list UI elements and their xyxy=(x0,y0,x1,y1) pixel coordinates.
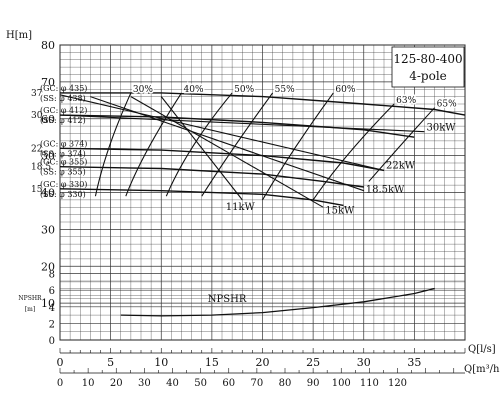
grid xyxy=(59,44,466,374)
head-curve-speed: 30 xyxy=(31,111,43,121)
head-curve-diam-gc: (GC: φ 435) xyxy=(40,84,87,93)
y-tick-label: 40 xyxy=(41,187,55,200)
x-tick-label-m3h: 10 xyxy=(82,378,95,389)
head-curve-speed: 22 xyxy=(31,144,42,154)
chart-title: 125-80-400 xyxy=(393,52,462,66)
head-curve-diam-gc: (GC: φ 412) xyxy=(40,106,87,115)
power-label: 11kW xyxy=(226,202,256,213)
npsh-tick-label: 4 xyxy=(49,303,55,314)
head-curve-diam-ss: (SS: φ 438) xyxy=(40,94,86,103)
power-label: 30kW xyxy=(427,123,457,134)
x-tick-label-ls: 5 xyxy=(107,356,114,369)
title-box xyxy=(391,46,465,88)
npsh-tick-label: 6 xyxy=(49,286,55,297)
x-tick-label-m3h: 100 xyxy=(332,378,351,389)
x-tick-label-m3h: 50 xyxy=(194,378,207,389)
efficiency-curve xyxy=(165,92,233,197)
y-tick-label: 60 xyxy=(41,113,55,126)
efficiency-curve xyxy=(368,107,436,182)
power-line xyxy=(160,96,243,201)
y-tick-label: 50 xyxy=(41,150,55,163)
efficiency-curve xyxy=(125,92,182,197)
power-label: 15kW xyxy=(325,205,355,216)
x-tick-label-ls: 20 xyxy=(256,356,270,369)
npsh-tick-label: 0 xyxy=(49,336,55,347)
efficiency-curve xyxy=(312,103,395,201)
x-tick-label-m3h: 80 xyxy=(279,378,292,389)
x-tick-label-m3h: 110 xyxy=(360,378,379,389)
head-curve-diam-ss: (SS: φ 355) xyxy=(40,168,86,177)
head-curve-diam-ss: (SS: φ 374) xyxy=(40,149,86,158)
efficiency-curve xyxy=(262,92,334,201)
head-curve-speed: 15 xyxy=(31,185,43,195)
x-tick-label-ls: 35 xyxy=(407,356,421,369)
y-tick-label: 10 xyxy=(41,297,55,310)
power-line xyxy=(90,96,364,192)
chart-subtitle: 4-pole xyxy=(409,69,447,83)
npsh-axis-label-1: NPSHR xyxy=(18,295,42,302)
y-tick-label: 80 xyxy=(41,39,55,52)
x-tick-label-m3h: 20 xyxy=(110,378,123,389)
x-axis-label-ls: Q[l/s] xyxy=(468,344,496,355)
head-curve xyxy=(60,92,466,116)
head-curve-speed: 37 xyxy=(31,89,43,99)
efficiency-label: 60% xyxy=(335,85,355,95)
x-tick-label-ls: 0 xyxy=(57,356,64,369)
curves xyxy=(59,92,466,317)
efficiency-label: 50% xyxy=(234,85,254,95)
power-line xyxy=(59,114,425,133)
x-tick-label-m3h: 120 xyxy=(388,378,407,389)
y-tick-label: 20 xyxy=(41,260,55,273)
x-tick-label-m3h: 70 xyxy=(251,378,264,389)
npsh-axis-label-2: [m] xyxy=(25,306,35,313)
efficiency-label: 65% xyxy=(437,100,457,110)
x-tick-label-ls: 25 xyxy=(306,356,320,369)
y-tick-label: 70 xyxy=(41,76,55,89)
power-label: 22kW xyxy=(386,160,416,171)
x-tick-label-m3h: 60 xyxy=(222,378,235,389)
npshr-curve xyxy=(120,287,435,317)
power-line xyxy=(130,96,324,208)
x-tick-label-ls: 15 xyxy=(205,356,219,369)
x-tick-label-m3h: 30 xyxy=(138,378,151,389)
efficiency-curve xyxy=(201,92,274,197)
x-tick-label-m3h: 0 xyxy=(57,378,63,389)
efficiency-label: 55% xyxy=(275,85,295,95)
npsh-tick-label: 2 xyxy=(49,319,55,330)
head-curve-speed: 18.5 xyxy=(31,163,51,173)
x-tick-label-m3h: 40 xyxy=(166,378,179,389)
power-line xyxy=(59,94,385,171)
head-curve-diam-gc: (GC: φ 355) xyxy=(40,158,87,167)
efficiency-label: 30% xyxy=(133,85,153,95)
head-curve-diam-gc: (GC: φ 374) xyxy=(40,139,87,148)
y-axis-label: H[m] xyxy=(6,30,32,41)
head-curve-diam-ss: (SS: φ 412) xyxy=(40,116,86,125)
npsh-tick-label: 8 xyxy=(49,270,55,281)
x-tick-label-ls: 10 xyxy=(154,356,168,369)
power-label: 18.5kW xyxy=(366,185,405,196)
head-curve xyxy=(59,188,344,207)
x-tick-label-ls: 30 xyxy=(357,356,371,369)
x-axis-label-m3h: Q[m³/h] xyxy=(464,364,500,375)
x-tick-label-m3h: 90 xyxy=(307,378,320,389)
head-curve-diam-gc: (GC: φ 330) xyxy=(40,180,87,189)
y-tick-label: 30 xyxy=(41,223,55,236)
efficiency-label: 40% xyxy=(184,85,204,95)
head-curve xyxy=(59,114,415,138)
head-curve xyxy=(59,166,364,188)
efficiency-curve xyxy=(94,92,132,197)
npshr-curve-label: NPSHR xyxy=(208,294,247,305)
head-curve-diam-ss: (SS: φ 330) xyxy=(40,190,86,199)
efficiency-label: 63% xyxy=(396,96,416,106)
